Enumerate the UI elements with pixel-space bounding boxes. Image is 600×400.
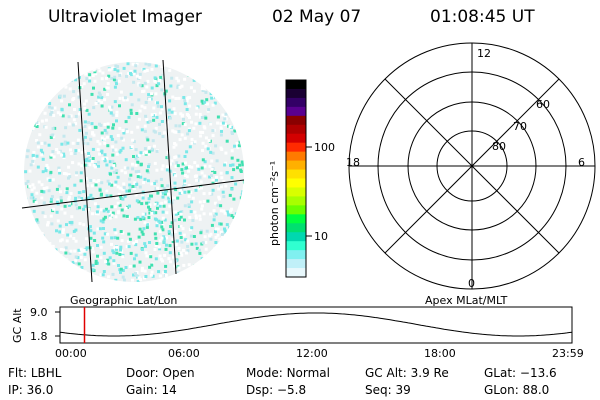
timeline-x-tick: 12:00 — [296, 347, 328, 360]
colorbar-stripe — [286, 80, 306, 90]
colorbar-tick-label: 10 — [314, 230, 328, 243]
colorbar-stripe — [286, 268, 306, 278]
timeline-plot — [55, 306, 573, 344]
glat-status: GLat: −13.6 — [484, 366, 557, 380]
mlat-label-60: 60 — [536, 98, 550, 111]
parallel-line — [21, 179, 245, 209]
mlt-label-6: 6 — [578, 156, 585, 169]
mlt-label-18: 18 — [346, 156, 360, 169]
timeline-x-tick: 06:00 — [168, 347, 200, 360]
colorbar-stripe — [286, 259, 306, 269]
mlat-label-70: 70 — [513, 120, 527, 133]
dsp-status: Dsp: −5.8 — [246, 383, 307, 397]
app-title: Ultraviolet Imager — [48, 7, 202, 27]
colorbar-stripe — [286, 151, 306, 162]
gain-status: Gain: 14 — [126, 383, 177, 397]
colorbar-unit-label: photon cm⁻²s⁻¹ — [268, 160, 281, 246]
timeline-y-tick: 9.0 — [30, 306, 48, 319]
imager-disc — [21, 59, 245, 283]
door-status: Door: Open — [126, 366, 195, 380]
colorbar-stripe — [286, 241, 306, 251]
gc-alt-status: GC Alt: 3.9 Re — [365, 366, 449, 380]
colorbar-stripe — [286, 124, 306, 135]
time-display: 01:08:45 UT — [430, 7, 535, 27]
timeline-x-tick: 18:00 — [424, 347, 456, 360]
colorbar-stripe — [286, 133, 306, 144]
timeline-y-tick: 1.8 — [30, 330, 48, 343]
timeline-x-tick: 23:59 — [552, 347, 584, 360]
imager-panel-label: Geographic Lat/Lon — [70, 294, 178, 307]
mlt-label-0: 0 — [468, 277, 475, 290]
mlat-label-80: 80 — [492, 140, 506, 153]
colorbar-stripe — [286, 115, 306, 126]
date-display: 02 May 07 — [272, 7, 362, 27]
colorbar-stripe — [286, 250, 306, 260]
meridian-line — [77, 61, 93, 283]
colorbar-stripe — [286, 106, 306, 117]
timeline-axis-label: GC Alt — [11, 308, 24, 343]
meridian-line — [162, 59, 177, 275]
colorbar-stripe — [286, 169, 306, 180]
ip-status: IP: 36.0 — [8, 383, 54, 397]
colorbar-stripe — [286, 97, 306, 108]
seq-status: Seq: 39 — [365, 383, 411, 397]
colorbar-stripe — [286, 142, 306, 153]
polar-plot — [348, 42, 596, 290]
colorbar-stripe — [286, 187, 306, 197]
polar-panel-label: Apex MLat/MLT — [425, 294, 508, 307]
colorbar-stripe — [286, 214, 306, 224]
colorbar-stripe — [286, 196, 306, 206]
timeline-x-tick: 00:00 — [55, 347, 87, 360]
filter-status: Flt: LBHL — [8, 366, 62, 380]
colorbar-tick-label: 100 — [314, 141, 335, 154]
mlt-label-12: 12 — [477, 47, 491, 60]
colorbar-stripe — [286, 88, 306, 99]
glon-status: GLon: 88.0 — [484, 383, 550, 397]
colorbar — [285, 79, 312, 278]
mode-status: Mode: Normal — [246, 366, 330, 380]
colorbar-stripe — [286, 160, 306, 171]
colorbar-stripe — [286, 232, 306, 242]
colorbar-stripe — [286, 205, 306, 215]
colorbar-stripe — [286, 223, 306, 233]
colorbar-stripe — [286, 178, 306, 189]
